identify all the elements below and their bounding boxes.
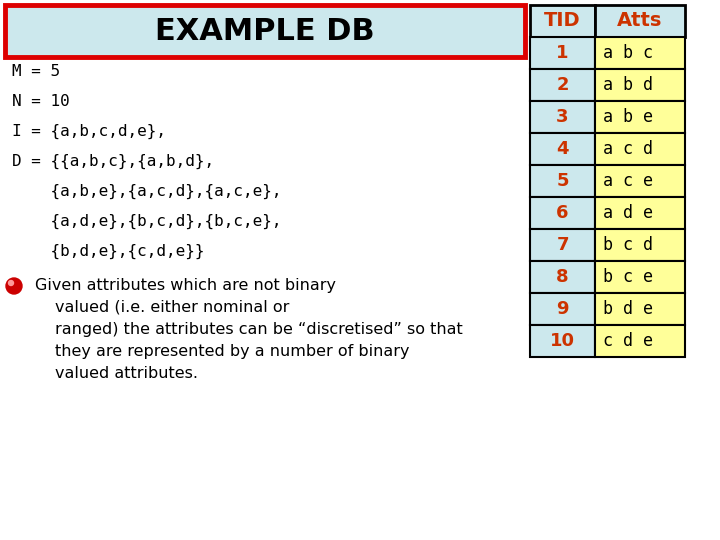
Bar xyxy=(595,261,685,293)
Bar xyxy=(530,69,595,101)
Bar xyxy=(530,133,595,165)
Text: TID: TID xyxy=(544,11,581,30)
Text: 4: 4 xyxy=(557,140,569,158)
Text: M = 5: M = 5 xyxy=(12,64,60,79)
Text: 1: 1 xyxy=(557,44,569,62)
Bar xyxy=(595,229,685,261)
Text: a b e: a b e xyxy=(603,108,653,126)
Text: b d e: b d e xyxy=(603,300,653,318)
Text: Given attributes which are not binary: Given attributes which are not binary xyxy=(35,278,336,293)
Text: valued attributes.: valued attributes. xyxy=(55,366,198,381)
Text: 2: 2 xyxy=(557,76,569,94)
Bar xyxy=(530,5,595,37)
Text: 5: 5 xyxy=(557,172,569,190)
Text: 3: 3 xyxy=(557,108,569,126)
Bar xyxy=(595,101,685,133)
Bar xyxy=(595,197,685,229)
Text: {a,b,e},{a,c,d},{a,c,e},: {a,b,e},{a,c,d},{a,c,e}, xyxy=(12,184,282,199)
Bar xyxy=(530,261,595,293)
Bar xyxy=(530,325,595,357)
Text: b c e: b c e xyxy=(603,268,653,286)
Bar xyxy=(5,5,525,57)
Text: a d e: a d e xyxy=(603,204,653,222)
Bar xyxy=(530,37,595,69)
Circle shape xyxy=(6,278,22,294)
Text: 7: 7 xyxy=(557,236,569,254)
Text: 8: 8 xyxy=(556,268,569,286)
Bar xyxy=(530,197,595,229)
Text: Atts: Atts xyxy=(617,11,662,30)
Text: a c e: a c e xyxy=(603,172,653,190)
Text: 9: 9 xyxy=(557,300,569,318)
Text: EXAMPLE DB: EXAMPLE DB xyxy=(156,17,375,45)
Bar xyxy=(595,133,685,165)
Bar xyxy=(595,293,685,325)
Text: {b,d,e},{c,d,e}}: {b,d,e},{c,d,e}} xyxy=(12,244,204,259)
Bar xyxy=(530,101,595,133)
Bar xyxy=(530,293,595,325)
Text: c d e: c d e xyxy=(603,332,653,350)
Text: I = {a,b,c,d,e},: I = {a,b,c,d,e}, xyxy=(12,124,166,139)
Circle shape xyxy=(9,280,14,286)
Text: they are represented by a number of binary: they are represented by a number of bina… xyxy=(55,344,410,359)
Text: valued (i.e. either nominal or: valued (i.e. either nominal or xyxy=(55,300,289,315)
Text: a b d: a b d xyxy=(603,76,653,94)
Bar xyxy=(595,165,685,197)
Bar xyxy=(595,325,685,357)
Text: ranged) the attributes can be “discretised” so that: ranged) the attributes can be “discretis… xyxy=(55,322,463,337)
Text: 10: 10 xyxy=(550,332,575,350)
Text: b c d: b c d xyxy=(603,236,653,254)
Bar xyxy=(530,165,595,197)
Text: a b c: a b c xyxy=(603,44,653,62)
Bar xyxy=(595,5,685,37)
Text: {a,d,e},{b,c,d},{b,c,e},: {a,d,e},{b,c,d},{b,c,e}, xyxy=(12,214,282,229)
Text: D = {{a,b,c},{a,b,d},: D = {{a,b,c},{a,b,d}, xyxy=(12,154,214,169)
Bar xyxy=(595,37,685,69)
Bar xyxy=(595,69,685,101)
Bar xyxy=(530,229,595,261)
Text: 6: 6 xyxy=(557,204,569,222)
Text: N = 10: N = 10 xyxy=(12,94,70,109)
Text: a c d: a c d xyxy=(603,140,653,158)
